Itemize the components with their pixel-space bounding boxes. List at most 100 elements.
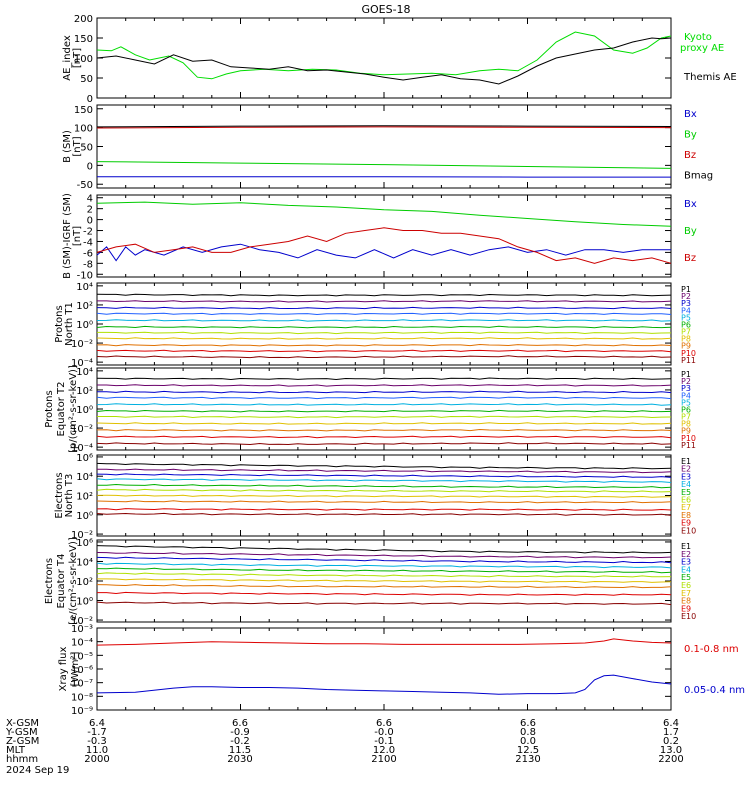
legend-label: By — [684, 226, 697, 237]
y-tick-label: 10⁰ — [76, 405, 93, 416]
y-axis-label: [p/(cm²-s-sr-keV)] — [68, 365, 79, 453]
panel-xray: 10⁻⁹ 10⁻⁸ 10⁻⁷ 10⁻⁶ 10⁻⁵ 10⁻⁴ 10⁻³ Xray flux [W/… — [58, 624, 745, 717]
y-tick-label: 150 — [74, 105, 93, 116]
y-tick-label: 10⁴ — [76, 472, 93, 483]
y-tick-label: -6 — [83, 248, 93, 259]
legend-label: P7 — [681, 413, 691, 422]
orbit-value: 12.0 — [373, 745, 395, 756]
series-line-e3 — [96, 473, 672, 478]
panel-protons_t1: 10⁻⁴ 10⁻² 10⁰ 10² 10⁴ Protons North T1 P1P2P3P4… — [54, 282, 696, 369]
legend-label: E5 — [681, 573, 691, 582]
orbit-value: 11.0 — [86, 745, 108, 756]
legend-label: E5 — [681, 488, 691, 497]
series-line-e8 — [96, 584, 672, 589]
y-axis-label: B (SM)-IGRF (SM) — [62, 193, 73, 279]
y-axis-label: [nT] — [72, 136, 83, 156]
orbit-value: 13.0 — [660, 745, 682, 756]
series-line-e2 — [96, 551, 672, 559]
series-line-bmag — [96, 125, 672, 128]
series-line-e6 — [96, 488, 672, 493]
y-axis-label: Electrons — [54, 472, 65, 518]
series-line-p3 — [96, 390, 672, 394]
series-line-e9 — [96, 508, 672, 511]
legend-label: E10 — [681, 526, 696, 535]
series-line-bx — [96, 243, 671, 262]
legend-label: P4 — [681, 306, 691, 315]
legend-label: P2 — [681, 377, 691, 386]
y-tick-label: 10⁻⁴ — [71, 638, 93, 649]
y-tick-label: 10⁶ — [76, 453, 93, 464]
legend-label: Bx — [684, 199, 697, 210]
legend-label: P3 — [681, 384, 691, 393]
orbit-row-label: 2024 Sep 19 — [6, 765, 69, 776]
y-tick-label: 100 — [74, 54, 93, 65]
series-line-p5 — [96, 319, 672, 322]
orbit-value: 6.6 — [520, 718, 536, 729]
series-line-p2 — [97, 384, 672, 387]
orbit-value: 11.5 — [229, 745, 251, 756]
y-axis-label: AE_index — [62, 35, 73, 81]
y-tick-label: 50 — [80, 74, 93, 85]
series-line-by — [96, 161, 672, 169]
legend-label: P5 — [681, 313, 691, 322]
y-tick-label: 10⁻⁴ — [71, 443, 93, 454]
panel-frame — [96, 104, 672, 189]
y-tick-label: 10⁰ — [76, 597, 93, 608]
series-line-e7 — [97, 578, 672, 583]
series-line-p9 — [96, 343, 672, 347]
orbit-value: 12.5 — [517, 745, 539, 756]
orbit-value: 6.4 — [89, 718, 105, 729]
legend-label: P2 — [681, 292, 691, 301]
series-line-e4 — [96, 478, 672, 483]
y-tick-label: 10⁻⁶ — [71, 665, 93, 676]
y-tick-label: 0 — [87, 216, 93, 227]
series-line-p7 — [97, 331, 672, 335]
y-tick-label: 10⁴ — [76, 367, 93, 378]
legend-label: Bmag — [684, 171, 713, 182]
legend-label: P11 — [681, 356, 696, 365]
orbit-value: 2000 — [84, 754, 109, 765]
y-axis-label: Protons — [54, 305, 65, 342]
y-axis-label: North T3 — [64, 474, 75, 518]
series-line-p1 — [96, 377, 672, 381]
legend-label: P7 — [681, 328, 691, 337]
y-axis-label: [nT] — [72, 48, 83, 68]
y-tick-label: 10⁻⁹ — [71, 706, 93, 717]
y-tick-label: -4 — [83, 237, 93, 248]
y-axis-label: [e/(cm²-s-sr-keV)] — [68, 537, 79, 625]
y-axis-label: Equator T4 — [56, 554, 67, 609]
y-tick-label: 10² — [76, 386, 93, 397]
y-tick-label: 10⁻⁴ — [71, 358, 93, 369]
legend-label: P1 — [681, 285, 691, 294]
panel-electrons_t4: 10⁻² 10⁰ 10² 10⁴ 10⁶ Electrons Equator T4 [e/(c… — [44, 537, 696, 627]
series-line-by — [96, 201, 672, 227]
y-axis-label: [nT] — [72, 226, 83, 246]
series-line-e10 — [96, 512, 672, 516]
orbit-value: 2100 — [371, 754, 396, 765]
series-line-bz — [96, 126, 672, 129]
orbit-value: -0.2 — [230, 736, 250, 747]
legend-label: P11 — [681, 441, 696, 450]
y-axis-label: Equator T2 — [56, 382, 67, 437]
y-tick-label: 150 — [74, 34, 93, 45]
legend-label: P6 — [681, 320, 691, 329]
legend-label: P9 — [681, 427, 691, 436]
series-line-e3 — [96, 556, 672, 564]
series-line-p2 — [97, 300, 672, 303]
series-line-e7 — [96, 494, 672, 498]
orbit-value: 2200 — [658, 754, 683, 765]
y-axis-label: North T1 — [64, 302, 75, 346]
y-tick-label: 10⁻² — [71, 339, 93, 350]
series-line-p1 — [96, 293, 672, 297]
legend-label: P6 — [681, 405, 691, 414]
panel-bsm: -50 0 50 100 150 B (SM) [nT] Bx By Bz Bmag — [62, 104, 713, 191]
y-tick-label: 10⁻⁵ — [71, 651, 93, 662]
y-tick-label: 10⁴ — [76, 282, 93, 293]
legend-label: P3 — [681, 299, 691, 308]
series-line-p10 — [96, 435, 672, 439]
orbit-value: 2030 — [227, 754, 252, 765]
series-line-e5 — [96, 567, 672, 574]
series-line-p7 — [97, 415, 672, 419]
legend-label: 0.05-0.4 nm — [684, 685, 745, 696]
